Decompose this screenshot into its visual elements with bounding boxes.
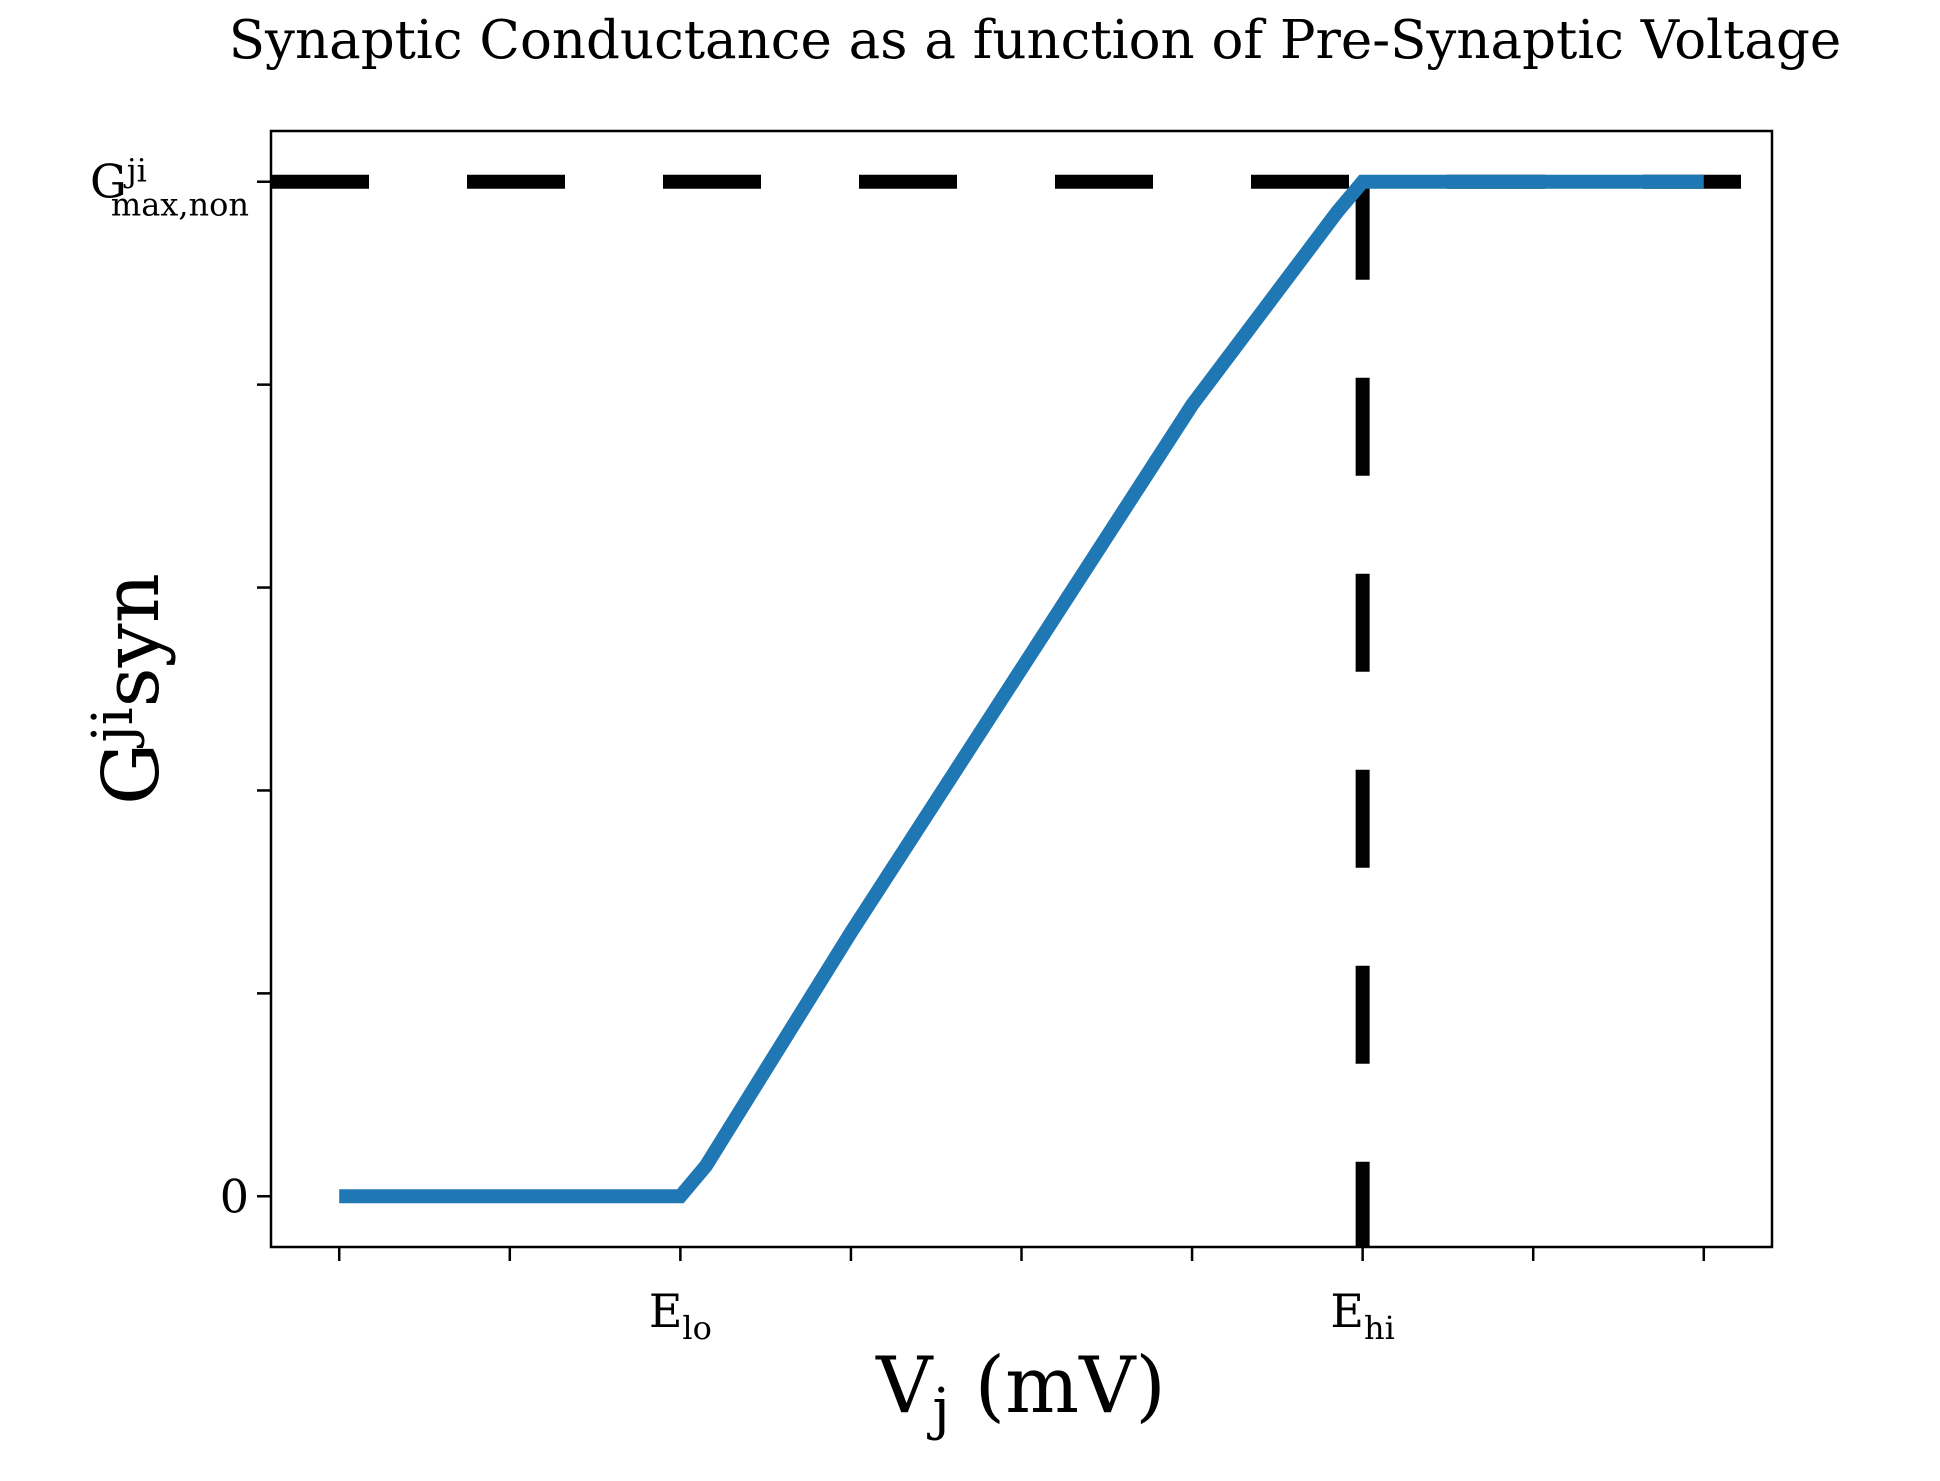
y-tick-label: Gji max,non	[90, 152, 249, 224]
plot-frame	[269, 129, 1774, 1249]
y-tick-label: 0	[220, 1169, 249, 1223]
y-axis-tick-labels: 0 Gji max,non	[90, 152, 249, 1224]
x-tick-label: Elo	[649, 1284, 712, 1347]
y-axis-label: Gjisyn	[81, 573, 177, 805]
chart-title: Synaptic Conductance as a function of Pr…	[229, 10, 1842, 71]
plot-area	[271, 174, 1772, 1247]
y-axis-ticks	[257, 180, 271, 1198]
x-axis-tick-labels: Elo Ehi	[649, 1284, 1395, 1347]
x-axis-ticks	[337, 1247, 1706, 1261]
x-axis-label: Vj (mV)	[875, 1341, 1166, 1442]
series-line-0	[339, 174, 1704, 1204]
x-tick-label: Ehi	[1330, 1284, 1394, 1347]
